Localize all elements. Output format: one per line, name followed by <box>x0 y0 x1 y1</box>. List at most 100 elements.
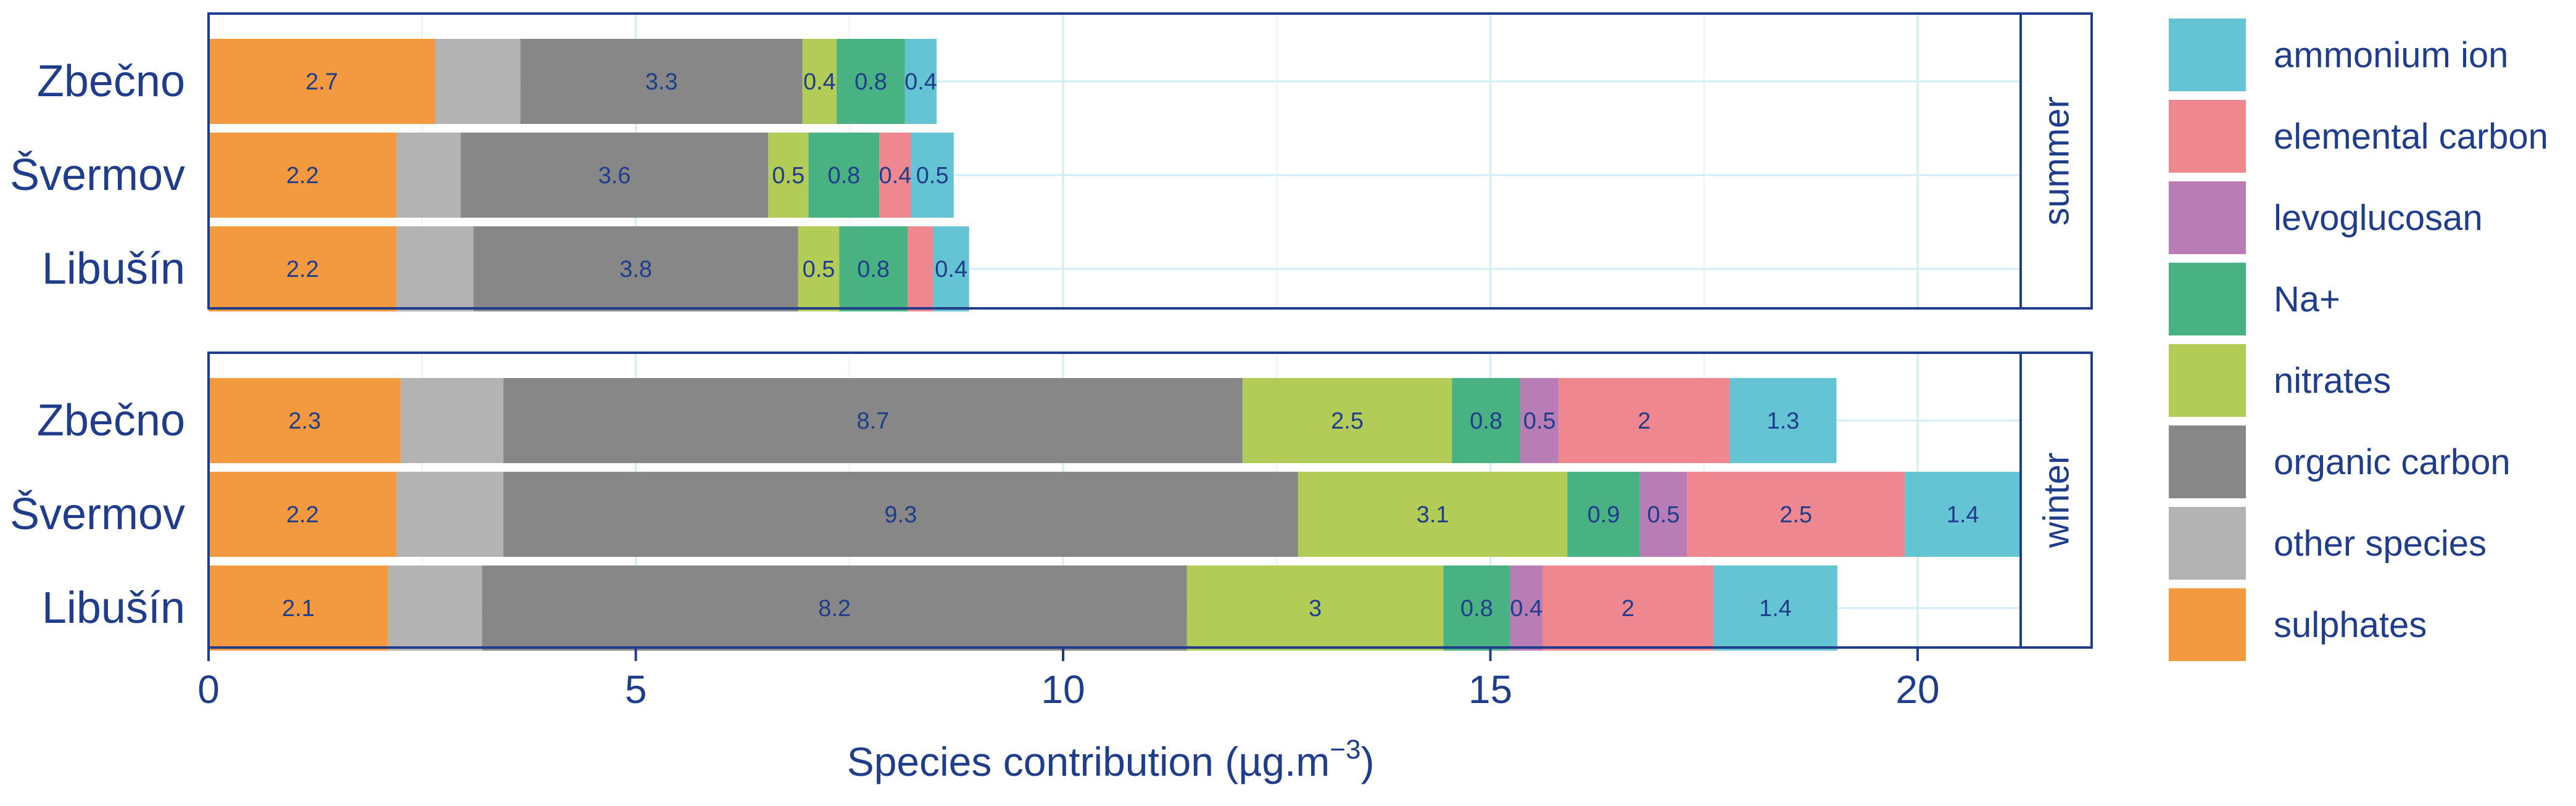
data-label: 3.6 <box>598 163 631 189</box>
bar-segment-organic-carbon <box>503 378 1243 463</box>
x-tick-label: 10 <box>1041 667 1085 712</box>
panel-winter: 2.3 8.7 2.5 0.8 0.5 2 1.3 Zbečno 2.2 9.3 3.1 0.9 0.5… <box>10 352 2093 651</box>
legend-item: other species <box>2169 507 2487 580</box>
data-label: 2.5 <box>1331 408 1364 434</box>
data-label: 2.3 <box>288 408 321 434</box>
bar-segment-elemental-carbon <box>907 226 934 311</box>
data-label: 9.3 <box>884 502 917 528</box>
x-axis: 0 5 10 15 20 <box>197 648 1940 712</box>
legend-swatch <box>2169 507 2246 580</box>
legend-swatch <box>2169 100 2246 173</box>
data-label: 2.7 <box>305 69 338 95</box>
x-axis-title-superscript: −3 <box>1330 734 1360 765</box>
y-tick-label: Švermov <box>10 150 185 200</box>
legend-swatch <box>2169 344 2246 417</box>
bar-segment-elemental-carbon <box>1542 565 1713 651</box>
facet-strip-label: summer <box>2037 96 2077 225</box>
bar-segment-na- <box>839 226 908 311</box>
x-axis-title-close: ) <box>1360 739 1374 784</box>
bar-segment-ammonium-ion <box>1729 378 1837 463</box>
y-tick-label: Zbečno <box>37 396 185 445</box>
data-label: 3 <box>1309 596 1322 622</box>
legend-label: levoglucosan <box>2274 198 2483 238</box>
facet-strip-label: winter <box>2037 453 2077 549</box>
bar-segment-levoglucosan <box>1520 378 1559 463</box>
bar-segment-organic-carbon <box>503 472 1298 557</box>
bar-summer-0: 2.7 3.3 0.4 0.8 0.4 Zbečno <box>37 39 937 124</box>
data-label: 0.4 <box>935 257 967 282</box>
bar-segment-other-species <box>400 378 503 463</box>
data-label: 0.8 <box>1460 596 1493 622</box>
bar-segment-na- <box>1443 565 1510 651</box>
legend-label: elemental carbon <box>2274 117 2548 157</box>
data-label: 2 <box>1621 596 1634 622</box>
y-tick-label: Zbečno <box>37 57 185 106</box>
data-label: 2.2 <box>286 163 319 189</box>
legend-item: Na+ <box>2169 263 2340 335</box>
data-label: 0.8 <box>1470 408 1502 434</box>
legend-label: organic carbon <box>2274 442 2511 482</box>
bar-segment-elemental-carbon <box>1687 472 1905 557</box>
bar-segment-sulphates <box>209 39 436 124</box>
data-label: 2.5 <box>1779 502 1812 528</box>
data-label: 0.8 <box>855 69 887 95</box>
data-label: 8.7 <box>856 408 889 434</box>
data-label: 0.8 <box>857 257 890 282</box>
bar-segment-sulphates <box>209 226 397 311</box>
y-tick-label: Švermov <box>10 490 185 539</box>
data-label: 0.5 <box>1523 408 1556 434</box>
legend-item: organic carbon <box>2169 426 2511 498</box>
x-tick-label: 15 <box>1468 667 1512 712</box>
bar-segment-other-species <box>396 472 503 557</box>
bar-segment-ammonium-ion <box>1905 472 2021 557</box>
data-label: 3.1 <box>1417 502 1449 528</box>
bar-segment-elemental-carbon <box>879 133 911 218</box>
data-label: 2.2 <box>286 502 319 528</box>
bar-segment-sulphates <box>209 378 401 463</box>
x-tick-label: 20 <box>1895 667 1939 712</box>
data-label: 0.9 <box>1588 502 1620 528</box>
facet-strip <box>2019 352 2093 649</box>
bar-segment-ammonium-ion <box>1713 565 1837 651</box>
data-label: 3.8 <box>619 257 652 282</box>
data-label: 0.4 <box>905 69 937 95</box>
data-label: 0.5 <box>1647 502 1680 528</box>
bar-segment-organic-carbon <box>482 565 1187 651</box>
bar-summer-2: 2.2 3.8 0.5 0.8 0.4 Libušín <box>42 226 969 311</box>
x-axis-title: Species contribution (µg.m−3) <box>847 734 1375 784</box>
data-label: 0.5 <box>772 163 805 189</box>
bar-segment-other-species <box>396 133 461 218</box>
legend-label: ammonium ion <box>2274 35 2508 75</box>
bar-segment-elemental-carbon <box>1559 378 1730 463</box>
data-label: 0.4 <box>879 163 911 189</box>
data-label: 1.4 <box>1759 596 1792 622</box>
data-label: 2.2 <box>286 257 319 282</box>
legend-label: sulphates <box>2274 605 2427 645</box>
legend-swatch <box>2169 426 2246 498</box>
facet-strip <box>2019 12 2093 310</box>
bar-winter-0: 2.3 8.7 2.5 0.8 0.5 2 1.3 Zbečno <box>37 378 1837 463</box>
legend-swatch <box>2169 588 2246 661</box>
bar-segment-other-species <box>387 565 482 651</box>
bar-winter-1: 2.2 9.3 3.1 0.9 0.5 2.5 1.4 Švermov <box>10 472 2021 557</box>
bar-segment-nitrates <box>802 39 837 124</box>
data-label: 0.4 <box>1510 596 1543 622</box>
bar-segment-levoglucosan <box>1510 565 1543 651</box>
data-label: 1.3 <box>1766 408 1799 434</box>
bar-segment-levoglucosan <box>1639 472 1688 557</box>
bar-segment-sulphates <box>209 472 397 557</box>
data-label: 0.5 <box>916 163 949 189</box>
legend-swatch <box>2169 19 2246 91</box>
legend-item: levoglucosan <box>2169 181 2483 254</box>
x-tick-label: 0 <box>197 667 220 712</box>
legend-label: nitrates <box>2274 361 2391 401</box>
data-label: 0.5 <box>802 257 835 282</box>
bar-segment-ammonium-ion <box>905 39 937 124</box>
bar-segment-organic-carbon <box>473 226 798 311</box>
x-tick-label: 5 <box>625 667 647 712</box>
legend-swatch <box>2169 181 2246 254</box>
bar-segment-sulphates <box>209 133 397 218</box>
